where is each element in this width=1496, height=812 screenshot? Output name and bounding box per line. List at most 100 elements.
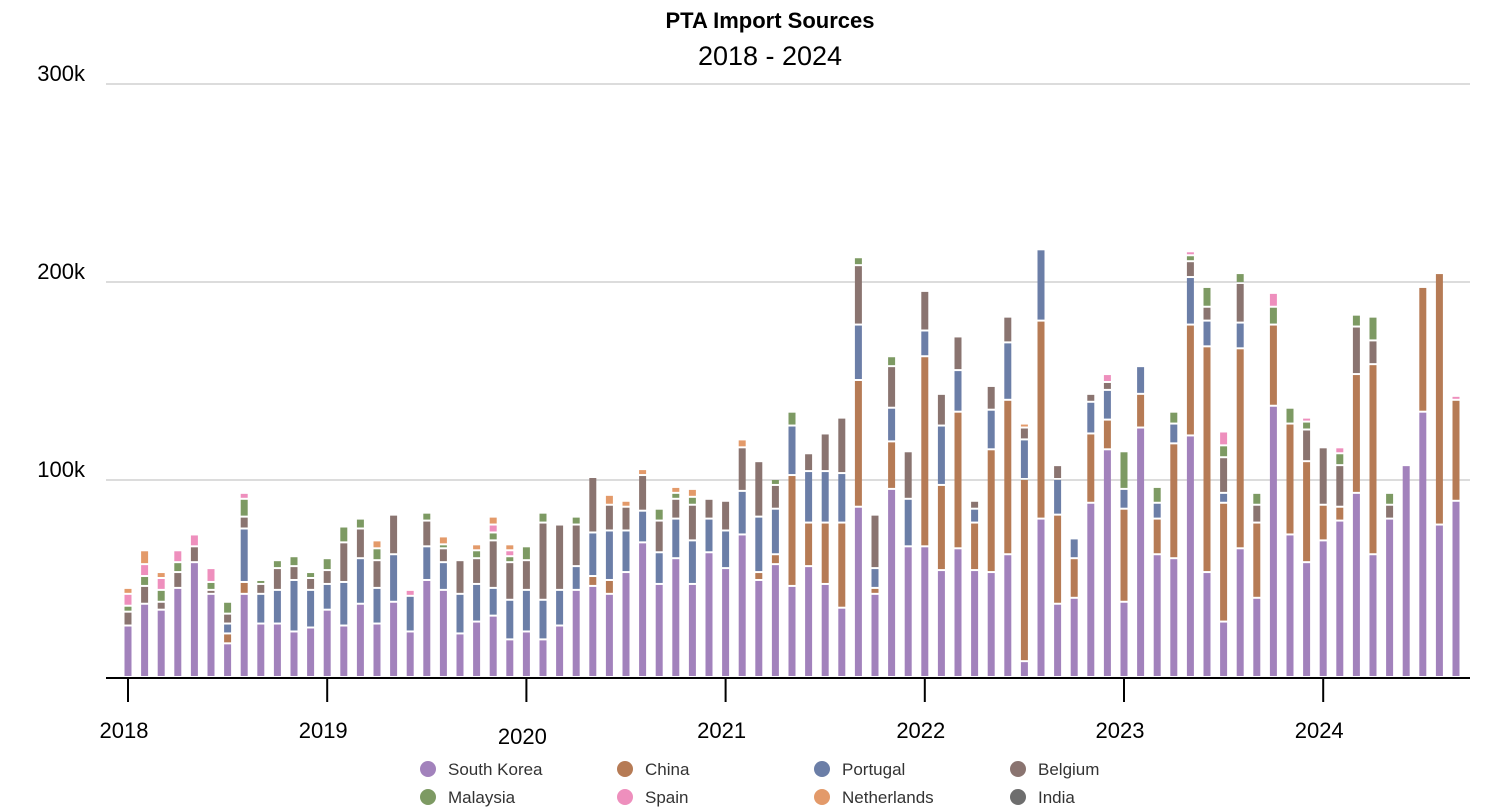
bar-segment-south-korea-56: [1054, 604, 1062, 676]
bar-segment-south-korea-19: [439, 590, 447, 676]
bar-segment-portugal-49: [937, 426, 945, 484]
bar-segment-portugal-19: [439, 563, 447, 589]
bar-segment-belgium-9: [273, 569, 281, 589]
bar-segment-china-60: [1120, 509, 1128, 601]
bar-segment-portugal-11: [307, 590, 315, 627]
bar-segment-south-korea-26: [556, 626, 564, 676]
bar-segment-china-41: [805, 523, 813, 566]
bar-segment-china-68: [1253, 523, 1261, 597]
bar-segment-china-7: [240, 582, 248, 593]
bar-segment-south-korea-38: [755, 580, 763, 676]
bar-segment-belgium-50: [954, 337, 962, 370]
bar-segment-netherlands-34: [688, 489, 696, 496]
bar-segment-malaysia-66: [1220, 446, 1228, 457]
bar-segment-south-korea-1: [141, 604, 149, 676]
bar-segment-belgium-75: [1369, 341, 1377, 364]
bar-segment-portugal-67: [1236, 323, 1244, 348]
bar-segment-spain-22: [489, 525, 497, 532]
bar-segment-portugal-58: [1087, 402, 1095, 433]
bar-segment-portugal-9: [273, 590, 281, 623]
y-tick-label-200k: 200k: [37, 259, 86, 284]
bar-segment-south-korea-39: [771, 565, 779, 676]
bar-segment-china-74: [1352, 375, 1360, 492]
bar-segment-portugal-57: [1070, 539, 1078, 558]
bar-segment-south-korea-61: [1137, 428, 1145, 676]
bar-segment-portugal-8: [257, 594, 265, 623]
bar-segment-portugal-25: [539, 600, 547, 639]
bar-segment-belgium-31: [639, 476, 647, 510]
bar-segment-spain-71: [1303, 418, 1311, 421]
bar-segment-portugal-62: [1153, 503, 1161, 518]
bar-segment-south-korea-72: [1319, 541, 1327, 676]
bar-segment-belgium-4: [190, 547, 198, 562]
bar-segment-belgium-0: [124, 612, 132, 625]
bar-segment-china-57: [1070, 559, 1078, 597]
bar-segment-portugal-18: [423, 547, 431, 579]
bar-segment-south-korea-3: [174, 588, 182, 676]
bar-segment-malaysia-70: [1286, 408, 1294, 423]
bar-segment-belgium-3: [174, 573, 182, 587]
bar-segment-malaysia-63: [1170, 412, 1178, 423]
bar-segment-belgium-45: [871, 515, 879, 568]
bar-segment-belgium-34: [688, 505, 696, 540]
bar-segment-south-korea-62: [1153, 555, 1161, 676]
bar-segment-belgium-32: [655, 521, 663, 552]
legend-label-netherlands: Netherlands: [842, 788, 934, 807]
bar-segment-portugal-36: [722, 531, 730, 568]
bar-segment-netherlands-33: [672, 487, 680, 492]
bar-segment-belgium-25: [539, 523, 547, 599]
bar-segment-south-korea-13: [340, 626, 348, 676]
bar-segment-belgium-54: [1020, 428, 1028, 439]
bar-segment-south-korea-78: [1419, 412, 1427, 676]
bar-segment-belgium-15: [373, 561, 381, 587]
bar-segment-south-korea-6: [224, 644, 232, 676]
y-tick-label-100k: 100k: [37, 457, 86, 482]
bar-segment-south-korea-50: [954, 549, 962, 676]
bar-segment-south-korea-4: [190, 563, 198, 676]
bar-segment-belgium-22: [489, 541, 497, 587]
bar-segment-spain-7: [240, 493, 248, 498]
bar-segment-south-korea-58: [1087, 503, 1095, 676]
bar-segment-malaysia-44: [854, 258, 862, 265]
bar-segment-netherlands-54: [1020, 424, 1028, 427]
bar-segment-spain-66: [1220, 432, 1228, 445]
bar-segment-netherlands-15: [373, 541, 381, 548]
bar-segment-south-korea-36: [722, 569, 730, 676]
bar-segment-belgium-20: [456, 561, 464, 593]
bar-segment-south-korea-79: [1435, 525, 1443, 676]
bar-segment-south-korea-54: [1020, 662, 1028, 676]
bar-segment-malaysia-75: [1369, 317, 1377, 340]
bar-segment-portugal-24: [522, 590, 530, 631]
bar-segment-belgium-65: [1203, 307, 1211, 320]
bar-segment-belgium-67: [1236, 283, 1244, 322]
bar-segment-belgium-74: [1352, 327, 1360, 374]
bar-segment-portugal-33: [672, 519, 680, 558]
bar-segment-china-73: [1336, 507, 1344, 520]
bar-segment-malaysia-60: [1120, 452, 1128, 488]
bar-segment-malaysia-18: [423, 513, 431, 520]
bar-segment-china-62: [1153, 519, 1161, 554]
bar-segment-south-korea-27: [572, 590, 580, 676]
bar-segment-south-korea-48: [921, 547, 929, 676]
bar-segment-portugal-7: [240, 529, 248, 581]
bar-segment-portugal-56: [1054, 480, 1062, 514]
legend-swatch-india: [1010, 789, 1026, 805]
bar-segment-south-korea-51: [971, 571, 979, 676]
bar-segment-malaysia-23: [506, 557, 514, 562]
bar-segment-south-korea-16: [390, 602, 398, 676]
bar-segment-malaysia-39: [771, 480, 779, 484]
bar-segment-south-korea-60: [1120, 602, 1128, 676]
bar-segment-south-korea-15: [373, 624, 381, 676]
bar-segment-south-korea-9: [273, 624, 281, 676]
bar-segment-south-korea-69: [1269, 406, 1277, 676]
bar-segment-south-korea-24: [522, 632, 530, 676]
bar-segment-south-korea-37: [738, 535, 746, 676]
chart-subtitle: 2018 - 2024: [698, 41, 842, 71]
bar-segment-belgium-21: [473, 559, 481, 583]
bar-segment-malaysia-46: [888, 357, 896, 366]
bar-segment-china-80: [1452, 400, 1460, 500]
bar-segment-china-6: [224, 634, 232, 643]
bar-segment-portugal-53: [1004, 343, 1012, 399]
bar-segment-china-54: [1020, 480, 1028, 661]
bar-segment-belgium-26: [556, 525, 564, 589]
